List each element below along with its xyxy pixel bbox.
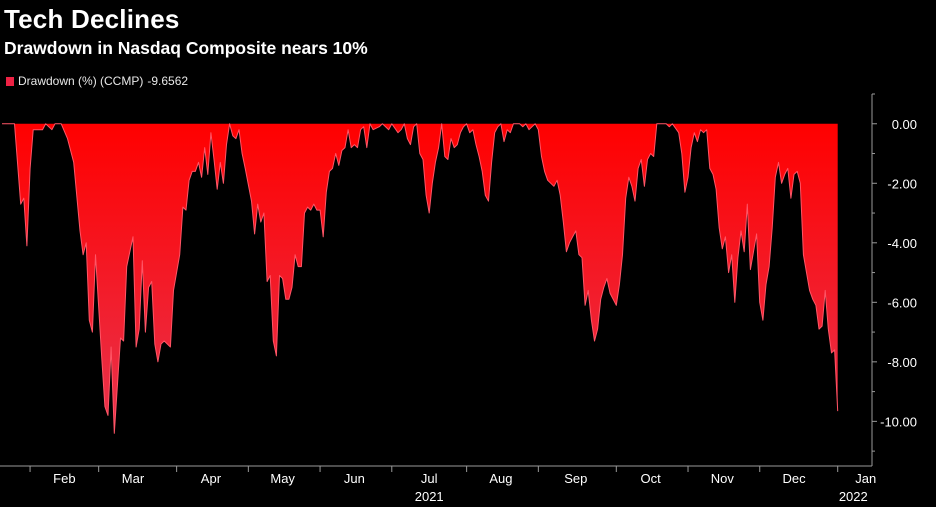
x-tick-label: Jul (421, 471, 438, 486)
x-year-label: 2022 (839, 489, 868, 504)
x-tick-label: May (270, 471, 295, 486)
plot-area (2, 123, 839, 434)
x-tick-label: Sep (564, 471, 587, 486)
y-tick-label: -4.00 (887, 236, 917, 251)
x-year-label: 2021 (415, 489, 444, 504)
y-tick-label: -10.00 (880, 414, 917, 429)
y-axis-ticks: 0.00 -2.00 -4.00 -6.00 -8.00 -10.00 (872, 93, 917, 452)
x-tick-label: Oct (640, 471, 661, 486)
chart-subtitle: Drawdown in Nasdaq Composite nears 10% (4, 38, 368, 58)
x-tick-label: Mar (122, 471, 145, 486)
y-tick-label: -8.00 (887, 355, 917, 370)
chart-legend: Drawdown (%) (CCMP) -9.6562 (6, 74, 188, 88)
x-tick-label: Feb (53, 471, 75, 486)
x-tick-label: Dec (782, 471, 806, 486)
legend-label: Drawdown (%) (CCMP) (18, 74, 144, 88)
drawdown-line (2, 123, 839, 434)
drawdown-area (2, 123, 838, 434)
chart-title: Tech Declines (4, 4, 180, 34)
legend-last-value: -9.6562 (147, 74, 189, 88)
x-tick-label: Aug (489, 471, 512, 486)
x-tick-label: Jun (344, 471, 365, 486)
legend-swatch (6, 76, 14, 86)
axes (0, 94, 873, 467)
y-tick-label: -2.00 (887, 176, 917, 191)
x-tick-label: Jan (855, 471, 876, 486)
x-tick-label: Apr (201, 471, 222, 486)
x-tick-label: Nov (711, 471, 735, 486)
y-tick-label: -6.00 (887, 295, 917, 310)
y-tick-label: 0.00 (892, 117, 917, 132)
x-axis-ticks: Feb Mar Apr May Jun Jul Aug Sep Oct Nov Dec Jan 2021… (29, 466, 876, 504)
